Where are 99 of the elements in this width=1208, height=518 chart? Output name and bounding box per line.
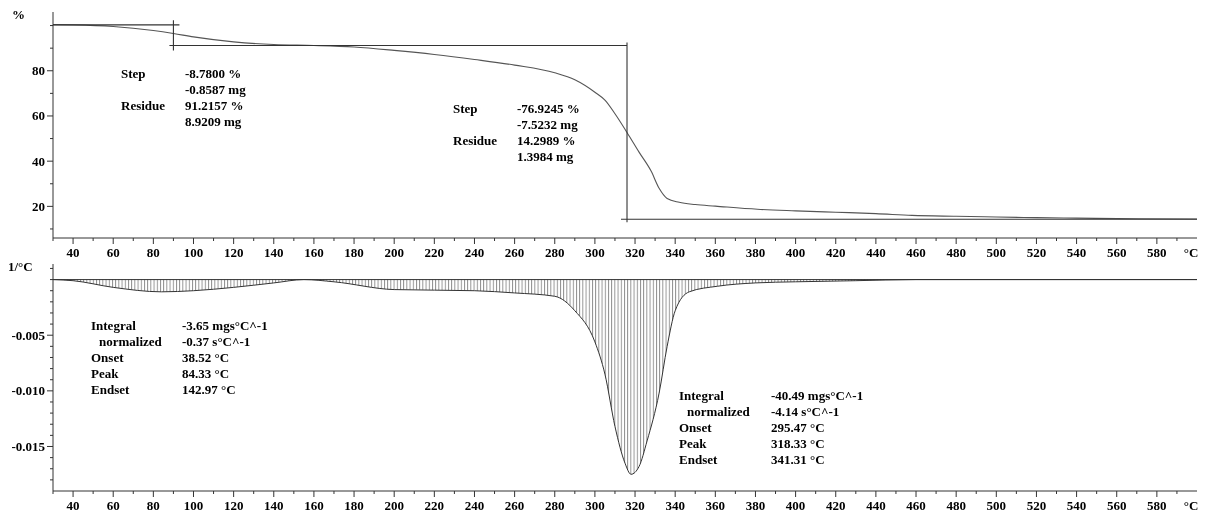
annotation: -4.14 s°C^-1	[771, 404, 840, 419]
x-tick-label: 160	[304, 245, 324, 260]
x-tick-label: 520	[1026, 498, 1047, 513]
x-tick-label: 60	[106, 498, 120, 513]
x-tick-label: 180	[344, 245, 364, 260]
x-tick-label: 560	[1106, 498, 1127, 513]
x-tick-label: 420	[825, 498, 846, 513]
x-tick-label: 460	[906, 498, 926, 513]
x-tick-label: 220	[424, 245, 445, 260]
annotation: Onset	[91, 350, 125, 365]
x-tick-label: 500	[986, 498, 1007, 513]
annotation: 295.47 °C	[771, 420, 825, 435]
annotation: 8.9209 mg	[185, 114, 242, 129]
x-tick-label: 180	[344, 498, 364, 513]
annotation: Integral	[679, 388, 725, 403]
annotation: -3.65 mgs°C^-1	[182, 318, 268, 333]
y-tick-label: 60	[32, 108, 45, 124]
annotation: 318.33 °C	[771, 436, 825, 451]
x-tick-label: 520	[1026, 245, 1047, 260]
y-tick-label: -0.010	[11, 383, 45, 399]
y-axis-title: 1/°C	[8, 259, 33, 274]
x-tick-label: 200	[384, 498, 404, 513]
annotation: -0.37 s°C^-1	[182, 334, 251, 349]
annotation: 84.33 °C	[182, 366, 230, 381]
annotation: Residue	[453, 133, 498, 148]
x-tick-label: 440	[866, 245, 886, 260]
annotation: 38.52 °C	[182, 350, 230, 365]
x-tick-label: 140	[264, 245, 284, 260]
x-axis-title: °C	[1183, 245, 1199, 260]
x-tick-label: 560	[1106, 245, 1127, 260]
annotation: normalized	[99, 334, 163, 349]
annotation: 14.2989 %	[517, 133, 576, 148]
annotation: -0.8587 mg	[185, 82, 247, 97]
x-tick-label: 300	[585, 245, 605, 260]
annotation: -8.7800 %	[185, 66, 242, 81]
annotation: Endset	[91, 382, 130, 397]
annotation: normalized	[687, 404, 751, 419]
x-tick-label: 400	[785, 245, 806, 260]
x-tick-label: 420	[825, 245, 846, 260]
annotation: 1.3984 mg	[517, 149, 574, 164]
x-tick-label: 80	[146, 245, 160, 260]
annotation: -40.49 mgs°C^-1	[771, 388, 864, 403]
x-tick-label: 380	[745, 498, 766, 513]
annotation: -7.5232 mg	[517, 117, 579, 132]
annotation: Step	[121, 66, 146, 81]
x-tick-label: 480	[946, 498, 966, 513]
x-tick-label: 120	[223, 498, 244, 513]
x-tick-label: 320	[625, 498, 645, 513]
x-tick-label: 580	[1147, 498, 1167, 513]
x-tick-label: 360	[705, 498, 726, 513]
x-tick-label: 540	[1066, 245, 1087, 260]
x-tick-label: 100	[183, 245, 204, 260]
x-tick-label: 200	[384, 245, 404, 260]
annotation: 341.31 °C	[771, 452, 825, 467]
x-tick-label: 260	[504, 245, 525, 260]
x-tick-label: 220	[424, 498, 445, 513]
x-tick-label: 140	[264, 498, 284, 513]
x-tick-label: 360	[705, 245, 726, 260]
x-tick-label: 340	[665, 245, 685, 260]
x-tick-label: 460	[906, 245, 926, 260]
annotation: Step	[453, 101, 478, 116]
x-axis-title: °C	[1183, 498, 1199, 513]
annotation: Peak	[679, 436, 708, 451]
x-tick-label: 440	[866, 498, 886, 513]
x-tick-label: 300	[585, 498, 605, 513]
y-tick-label: -0.015	[11, 438, 46, 454]
annotation: Residue	[121, 98, 166, 113]
x-tick-label: 280	[545, 245, 565, 260]
x-tick-label: 280	[545, 498, 565, 513]
x-tick-label: 40	[66, 498, 80, 513]
x-tick-label: 40	[66, 245, 80, 260]
x-tick-label: 480	[946, 245, 966, 260]
x-tick-label: 540	[1066, 498, 1087, 513]
x-tick-label: 340	[665, 498, 685, 513]
y-tick-label: 20	[32, 198, 45, 214]
x-tick-label: 240	[464, 498, 485, 513]
x-tick-label: 400	[785, 498, 806, 513]
annotation: -76.9245 %	[517, 101, 580, 116]
x-tick-label: 120	[223, 245, 244, 260]
y-tick-label: 40	[32, 153, 45, 169]
annotation: Endset	[679, 452, 718, 467]
x-tick-label: 500	[986, 245, 1007, 260]
x-tick-label: 80	[146, 498, 160, 513]
x-tick-label: 260	[504, 498, 525, 513]
x-tick-label: 380	[745, 245, 766, 260]
x-tick-label: 60	[106, 245, 120, 260]
y-tick-label: -0.005	[11, 327, 46, 343]
y-axis-title: %	[12, 7, 25, 22]
annotation: 142.97 °C	[182, 382, 236, 397]
x-tick-label: 580	[1147, 245, 1167, 260]
y-tick-label: 80	[32, 63, 45, 79]
x-tick-label: 240	[464, 245, 485, 260]
x-tick-label: 320	[625, 245, 645, 260]
annotation: 91.2157 %	[185, 98, 244, 113]
x-tick-label: 100	[183, 498, 204, 513]
annotation: Peak	[91, 366, 120, 381]
annotation: Onset	[679, 420, 713, 435]
annotation: Integral	[91, 318, 137, 333]
x-tick-label: 160	[304, 498, 324, 513]
